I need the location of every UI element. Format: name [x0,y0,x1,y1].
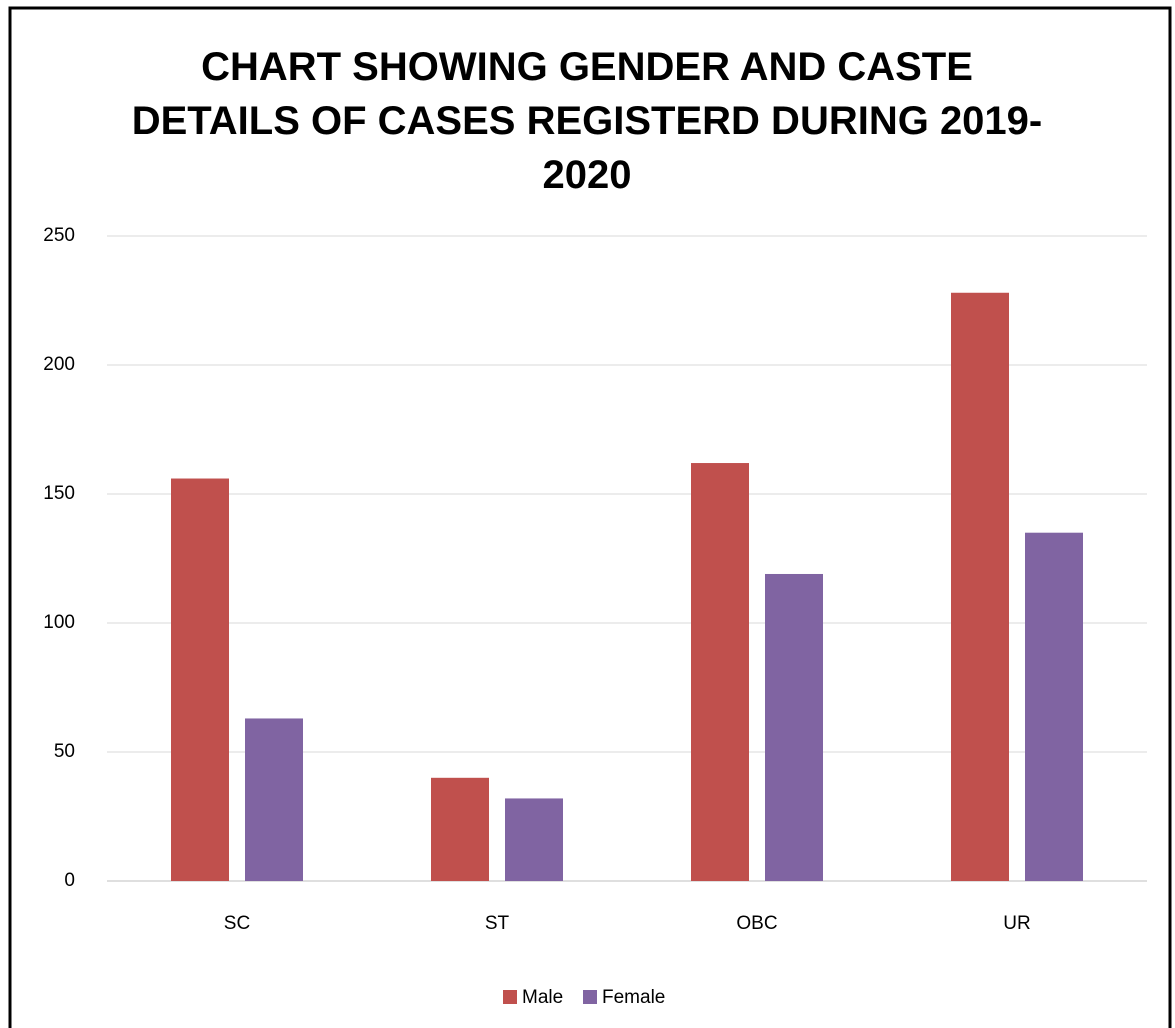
y-tick-label: 200 [43,354,75,375]
bar [1025,532,1083,881]
legend-swatch [503,990,517,1004]
legend-label: Female [602,987,665,1008]
chart-title: CHART SHOWING GENDER AND CASTE DETAILS O… [131,45,1043,197]
y-tick-label: 50 [54,741,75,762]
bar [765,573,823,881]
bar [431,777,489,881]
bar [951,292,1009,881]
x-tick-label: UR [1003,913,1030,934]
legend-label: Male [522,987,563,1008]
x-tick-label: OBC [736,913,777,934]
bar [245,718,303,881]
x-tick-label: ST [485,913,510,934]
y-tick-label: 250 [43,225,75,246]
y-tick-label: 100 [43,612,75,633]
bar [505,798,563,881]
legend-swatch [583,990,597,1004]
x-tick-label: SC [224,913,250,934]
bar [691,463,749,881]
y-tick-label: 0 [64,870,75,891]
bar [171,478,229,881]
y-tick-label: 150 [43,483,75,504]
frame [8,6,1172,1028]
